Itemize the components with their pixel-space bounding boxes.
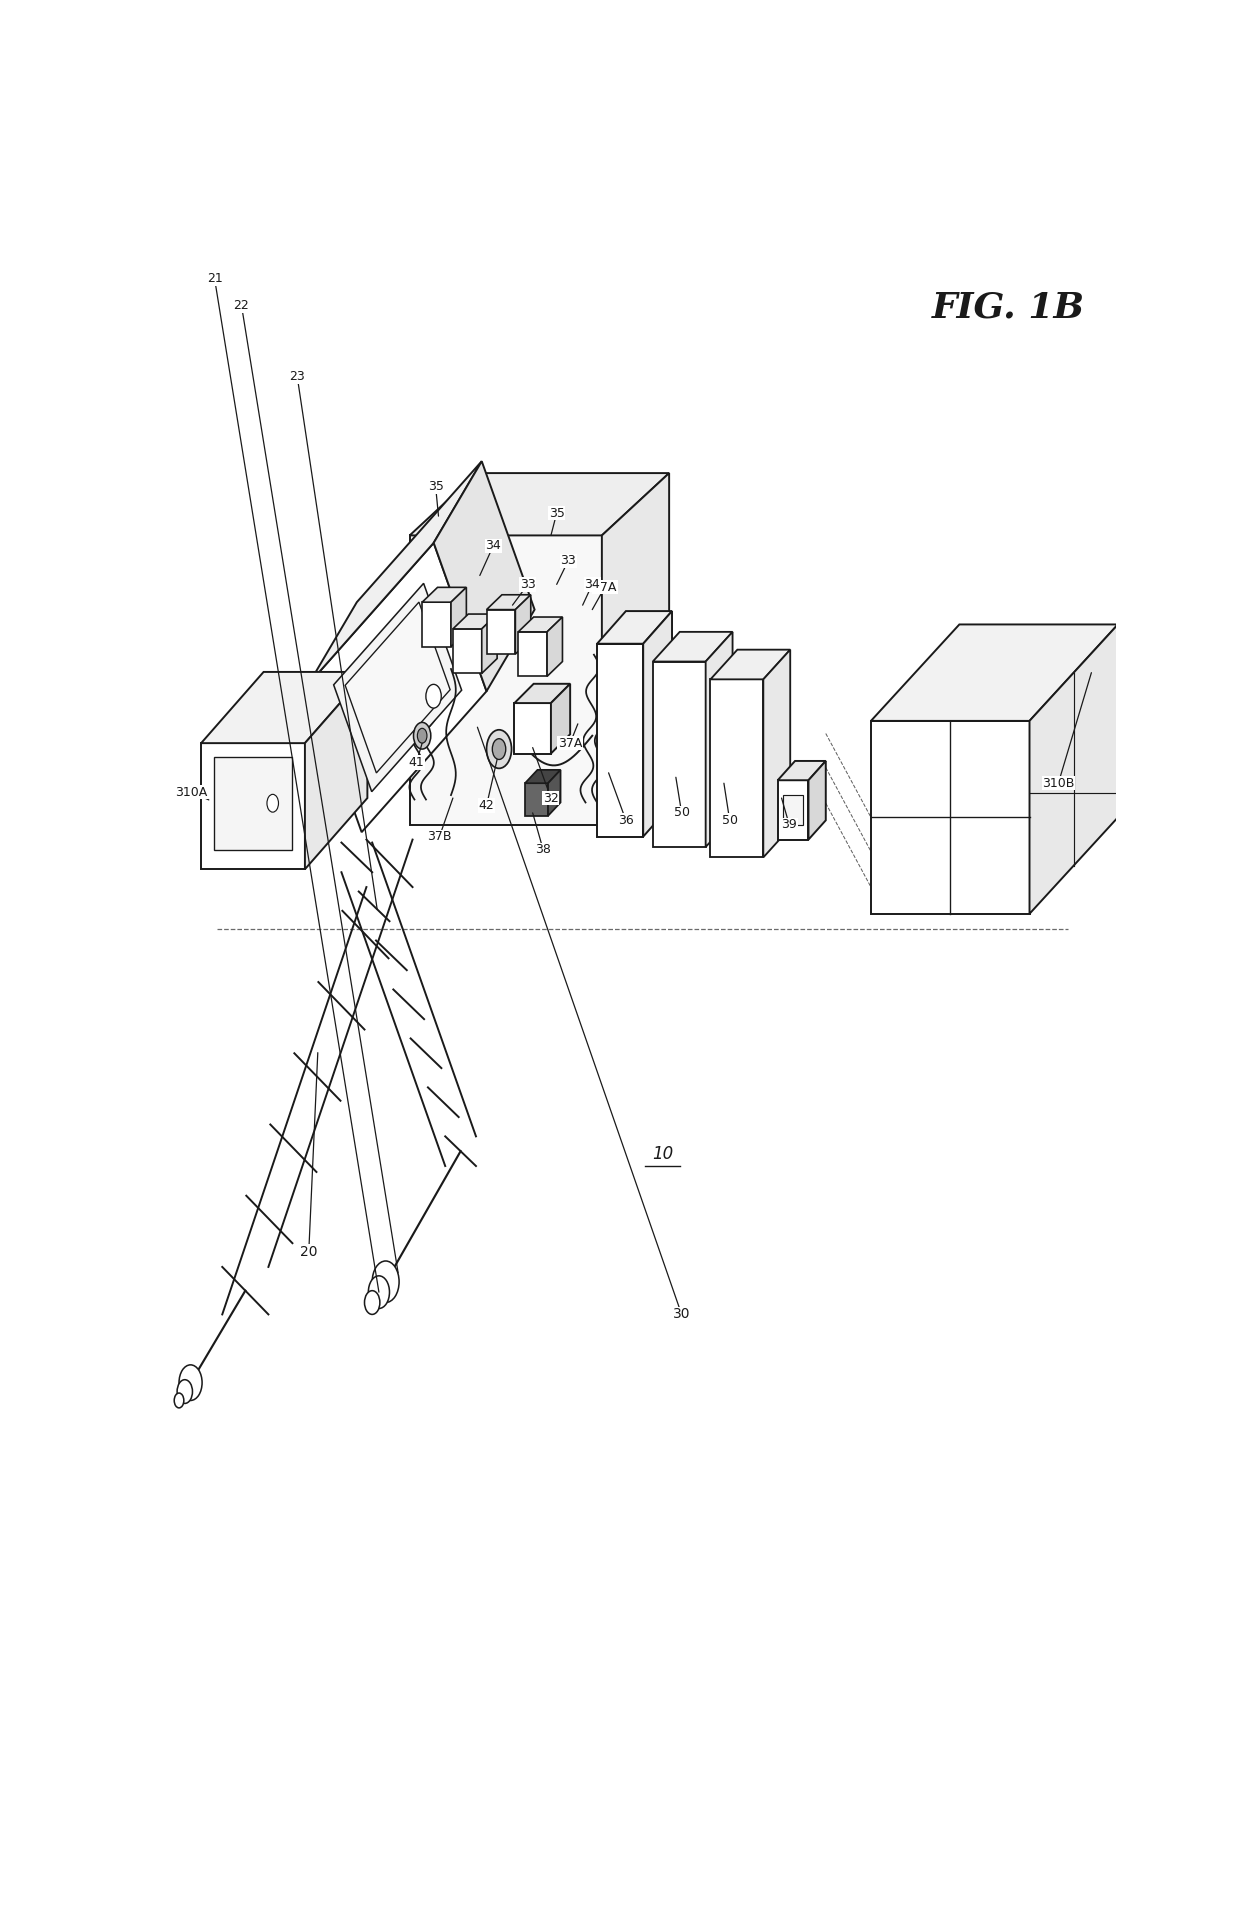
Text: 10: 10: [652, 1145, 673, 1164]
Text: 20: 20: [300, 1245, 317, 1258]
Polygon shape: [201, 744, 305, 869]
Polygon shape: [309, 461, 481, 684]
Polygon shape: [453, 615, 497, 628]
Polygon shape: [453, 628, 481, 673]
Text: 30: 30: [673, 1307, 691, 1322]
Polygon shape: [515, 703, 551, 753]
Polygon shape: [706, 632, 733, 848]
Circle shape: [267, 794, 279, 811]
Polygon shape: [870, 721, 1029, 913]
Text: 32: 32: [543, 792, 559, 805]
Polygon shape: [434, 461, 534, 692]
Polygon shape: [201, 673, 367, 744]
Polygon shape: [777, 761, 826, 780]
Polygon shape: [711, 649, 790, 680]
Text: FIG. 1B: FIG. 1B: [932, 291, 1085, 324]
Polygon shape: [547, 617, 563, 676]
Polygon shape: [764, 649, 790, 858]
Circle shape: [177, 1380, 192, 1403]
Polygon shape: [481, 615, 497, 673]
Text: 21: 21: [207, 272, 222, 285]
Polygon shape: [213, 757, 293, 850]
Polygon shape: [409, 536, 601, 825]
Polygon shape: [516, 595, 531, 653]
Text: 34: 34: [584, 578, 600, 592]
Polygon shape: [451, 588, 466, 647]
Text: 37B: 37B: [428, 831, 451, 844]
Polygon shape: [551, 684, 570, 753]
Polygon shape: [596, 644, 644, 836]
Polygon shape: [1029, 624, 1118, 913]
Text: 22: 22: [233, 299, 249, 312]
Circle shape: [413, 723, 430, 750]
Polygon shape: [596, 611, 672, 644]
Text: 34: 34: [485, 540, 501, 553]
Polygon shape: [334, 584, 461, 792]
Circle shape: [368, 1276, 389, 1308]
Circle shape: [492, 738, 506, 759]
Polygon shape: [548, 771, 560, 815]
Polygon shape: [422, 588, 466, 601]
Polygon shape: [345, 601, 450, 773]
Polygon shape: [518, 617, 563, 632]
Polygon shape: [305, 673, 367, 869]
Circle shape: [174, 1393, 184, 1409]
Text: 42: 42: [479, 800, 495, 811]
Polygon shape: [518, 632, 547, 676]
Text: 35: 35: [549, 507, 564, 520]
Polygon shape: [652, 632, 733, 661]
Circle shape: [486, 730, 512, 769]
Text: 310A: 310A: [175, 786, 207, 798]
Text: 310B: 310B: [1042, 777, 1075, 790]
Text: 41: 41: [408, 755, 424, 769]
Polygon shape: [486, 595, 531, 609]
Polygon shape: [808, 761, 826, 840]
Text: 23: 23: [289, 370, 305, 383]
Polygon shape: [309, 543, 486, 832]
Polygon shape: [870, 624, 1118, 721]
Text: 36: 36: [618, 813, 634, 827]
Text: 39: 39: [781, 819, 797, 831]
Polygon shape: [711, 680, 764, 858]
Text: 35: 35: [428, 480, 444, 493]
Polygon shape: [644, 611, 672, 836]
Text: 37A: 37A: [558, 736, 583, 750]
Polygon shape: [515, 684, 570, 703]
Circle shape: [418, 728, 427, 744]
Polygon shape: [601, 474, 670, 825]
Polygon shape: [652, 661, 706, 848]
Text: 50: 50: [673, 805, 689, 819]
Polygon shape: [409, 474, 670, 536]
Circle shape: [365, 1291, 379, 1314]
Text: 50: 50: [722, 813, 738, 827]
Polygon shape: [422, 601, 451, 647]
Polygon shape: [777, 780, 808, 840]
Polygon shape: [525, 771, 560, 782]
Polygon shape: [525, 782, 548, 815]
Circle shape: [179, 1364, 202, 1401]
Circle shape: [372, 1260, 399, 1303]
Text: 38: 38: [536, 844, 552, 856]
Circle shape: [425, 684, 441, 707]
Polygon shape: [784, 796, 802, 825]
Polygon shape: [486, 609, 516, 653]
Text: 33: 33: [520, 578, 536, 592]
Text: 37A: 37A: [593, 580, 618, 594]
Text: 33: 33: [560, 555, 577, 567]
